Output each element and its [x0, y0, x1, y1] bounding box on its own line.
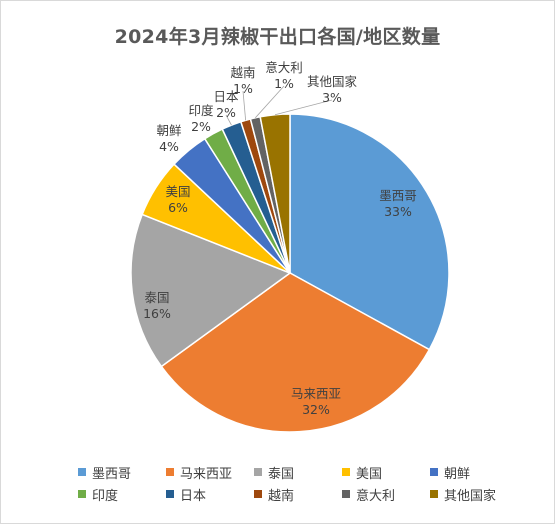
legend-label: 美国: [356, 466, 383, 482]
legend-swatch: [78, 468, 86, 476]
leader-line-9: [274, 99, 333, 116]
legend-label: 意大利: [356, 488, 396, 504]
legend-label: 其他国家: [444, 488, 497, 504]
data-label-value-3: 6%: [168, 200, 188, 215]
legend-row: 印度 日本 越南 意大利 其他国家: [78, 483, 518, 505]
pie-slice-0: [289, 113, 450, 351]
legend-item-7: 越南: [254, 485, 342, 504]
legend-item-1: 马来西亚: [166, 463, 254, 482]
data-label-value-2: 16%: [143, 306, 171, 321]
data-label-category-6: 日本: [213, 89, 239, 104]
legend-label: 日本: [180, 488, 207, 504]
legend-swatch: [78, 490, 86, 498]
data-label-category-0: 墨西哥: [379, 188, 417, 203]
legend-item-9: 其他国家: [430, 485, 518, 504]
legend-label: 印度: [92, 488, 119, 504]
data-label-value-8: 1%: [274, 76, 294, 91]
legend-swatch: [166, 468, 174, 476]
data-label-category-3: 美国: [165, 184, 190, 199]
data-label-category-2: 泰国: [144, 290, 169, 305]
data-label-category-7: 越南: [230, 65, 255, 80]
legend-item-0: 墨西哥: [78, 463, 166, 482]
legend-item-6: 日本: [166, 485, 254, 504]
legend-label: 墨西哥: [92, 466, 132, 482]
chart-title: 2024年3月辣椒干出口各国/地区数量: [114, 26, 441, 48]
data-label-category-5: 印度: [188, 103, 214, 118]
legend-item-3: 美国: [342, 463, 430, 482]
leader-line-8: [255, 85, 285, 119]
legend-label: 朝鲜: [444, 466, 471, 482]
legend-label: 泰国: [268, 466, 295, 482]
legend-item-8: 意大利: [342, 485, 430, 504]
data-label-value-7: 1%: [233, 81, 253, 96]
legend: 墨西哥 马来西亚 泰国 美国 朝鲜印度 日本 越南 意大利 其他国家: [78, 461, 518, 505]
legend-item-5: 印度: [78, 485, 166, 504]
legend-swatch: [342, 468, 350, 476]
data-label-category-9: 其他国家: [307, 74, 358, 89]
data-label-value-9: 3%: [322, 90, 342, 105]
data-label-value-1: 32%: [302, 402, 330, 417]
data-label-category-4: 朝鲜: [156, 123, 181, 138]
data-label-category-8: 意大利: [265, 60, 303, 75]
data-label-value-6: 2%: [216, 105, 236, 120]
data-label-value-5: 2%: [191, 119, 211, 134]
legend-swatch: [430, 468, 438, 476]
legend-row: 墨西哥 马来西亚 泰国 美国 朝鲜: [78, 461, 518, 483]
legend-swatch: [166, 490, 174, 498]
legend-label: 越南: [268, 488, 295, 504]
leader-line-6: [225, 114, 232, 126]
legend-swatch: [254, 468, 262, 476]
legend-swatch: [342, 490, 350, 498]
legend-item-2: 泰国: [254, 463, 342, 482]
legend-item-4: 朝鲜: [430, 463, 518, 482]
pie-slice-2: [130, 213, 292, 368]
data-label-category-1: 马来西亚: [291, 386, 341, 401]
legend-label: 马来西亚: [180, 466, 233, 482]
legend-swatch: [254, 490, 262, 498]
pie-slice-1: [160, 272, 431, 433]
leader-line-7: [242, 90, 247, 121]
legend-swatch: [430, 490, 438, 498]
data-label-value-4: 4%: [159, 139, 179, 154]
pie-slice-9: [259, 113, 291, 274]
data-label-value-0: 33%: [384, 204, 412, 219]
